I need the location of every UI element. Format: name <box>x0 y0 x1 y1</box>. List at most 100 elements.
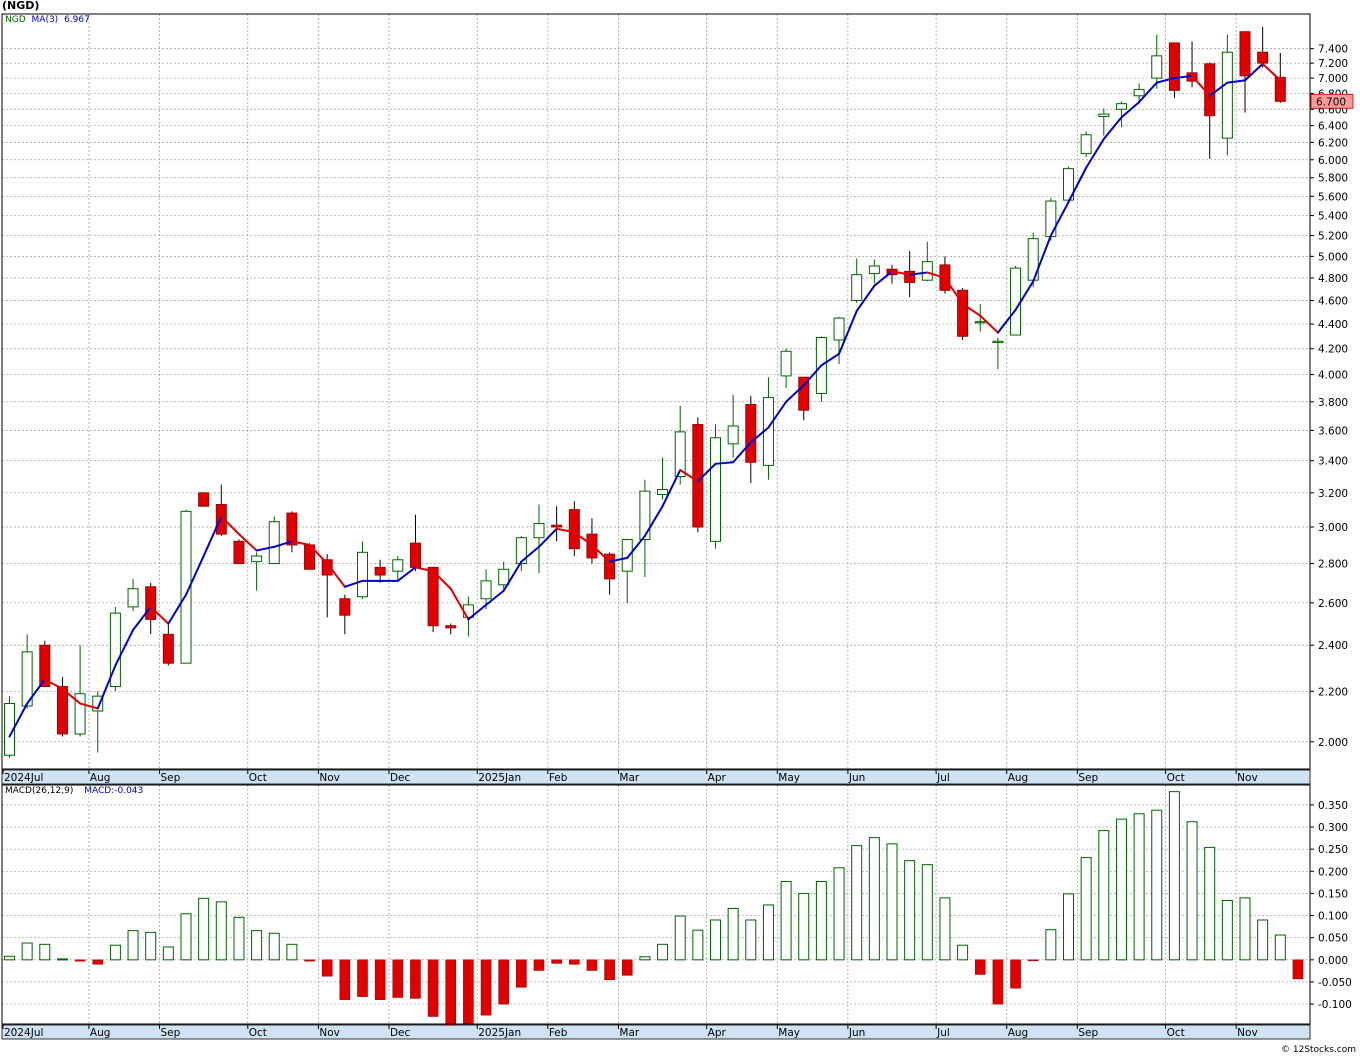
candle <box>215 484 227 536</box>
price-tick-label: 5.000 <box>1318 251 1348 263</box>
candle <box>833 316 845 365</box>
candle-body <box>1239 31 1251 77</box>
ma-segment <box>1261 62 1282 82</box>
candle-body <box>727 425 739 445</box>
macd-bar <box>180 913 192 961</box>
candle-body <box>780 350 792 377</box>
price-legend: NGD MA(3) 6.967 <box>5 15 90 25</box>
candle <box>74 645 86 737</box>
macd-bar <box>321 959 333 977</box>
date-label: Oct <box>249 1027 267 1039</box>
ma-segment <box>26 678 46 705</box>
date-label: Sep <box>1078 772 1098 784</box>
candle-body <box>992 340 1004 343</box>
ma-segment <box>820 352 841 367</box>
candle-body <box>1115 103 1127 110</box>
candle <box>939 256 951 294</box>
macd-bar <box>710 919 721 961</box>
date-axis-bottom: 2024Jul Aug Sep Oct Nov Dec 2025Jan Feb Mar Apr Ma… <box>1 1024 1311 1040</box>
candle <box>657 457 669 500</box>
date-label: Nov <box>1237 1027 1258 1039</box>
macd-bar <box>1239 897 1251 961</box>
price-tick-label: 4.600 <box>1318 296 1348 308</box>
candle <box>1204 62 1216 159</box>
macd-bar <box>339 959 351 1000</box>
date-label: Dec <box>390 1027 411 1039</box>
ma-segment <box>1155 77 1176 84</box>
candle-body <box>692 424 704 528</box>
ma-segment <box>608 556 629 563</box>
candle <box>392 556 404 581</box>
candle <box>286 511 298 553</box>
price-tick-label: 6.200 <box>1318 137 1348 149</box>
candle-body <box>74 693 86 735</box>
macd-bar <box>21 942 33 961</box>
macd-bar <box>762 904 774 961</box>
macd-bar <box>1115 818 1127 961</box>
candle <box>957 288 969 340</box>
candle <box>233 539 245 565</box>
macd-bar <box>498 959 510 1005</box>
price-tick-label: 3.200 <box>1318 488 1348 500</box>
macd-bar <box>427 959 439 1017</box>
date-label: Aug <box>1008 772 1029 784</box>
ma-segment <box>979 314 999 334</box>
ma-segment <box>1067 166 1088 204</box>
candle-body <box>233 540 245 565</box>
candle-body <box>974 321 986 324</box>
macd-bar <box>1257 919 1269 961</box>
candle <box>568 501 580 557</box>
macd-tick-label: 0.250 <box>1318 844 1348 856</box>
macd-bar <box>851 845 863 961</box>
price-tick-label: 7.400 <box>1318 44 1348 56</box>
price-tick-label: 2.400 <box>1318 640 1348 652</box>
date-label: Oct <box>249 772 267 784</box>
candle <box>374 559 386 583</box>
legend-macd-label: MACD(26,12,9) <box>5 786 74 796</box>
ma-segment <box>326 562 346 588</box>
candle-body <box>445 625 457 629</box>
macd-bar <box>251 930 263 961</box>
candle-body <box>604 553 616 580</box>
macd-bar <box>162 946 174 961</box>
macd-bar <box>410 959 421 999</box>
candle-body <box>710 437 721 542</box>
macd-bar <box>516 959 527 988</box>
legend-symbol: NGD <box>5 15 26 25</box>
date-label: Feb <box>549 772 568 784</box>
macd-bar <box>692 929 704 961</box>
macd-bar <box>480 959 492 1016</box>
macd-bar <box>1098 830 1110 961</box>
macd-bar <box>1133 813 1145 961</box>
candle-body <box>4 703 15 756</box>
candle-body <box>533 522 545 539</box>
ma-segment <box>1191 74 1211 97</box>
candle <box>1151 34 1163 89</box>
ma-segment <box>8 702 29 738</box>
candle <box>145 582 157 635</box>
candle-body <box>674 431 686 478</box>
date-label: Oct <box>1167 772 1185 784</box>
candle-body <box>1080 134 1092 155</box>
ma-segment <box>1085 137 1105 169</box>
candle <box>1221 34 1233 156</box>
candle-body <box>551 524 563 528</box>
candle <box>992 337 1004 370</box>
ma-segment <box>96 664 117 710</box>
ma-segment <box>714 461 735 465</box>
ma-segment <box>255 545 276 552</box>
price-tick-label: 6.400 <box>1318 121 1348 133</box>
ma-segment <box>679 469 699 483</box>
macd-bar <box>92 959 104 965</box>
macd-bar <box>445 959 457 1026</box>
macd-bar <box>286 943 298 961</box>
ma-segment <box>432 570 452 590</box>
macd-bar <box>1027 959 1039 962</box>
ma-segment <box>1032 234 1052 283</box>
candle <box>621 539 633 603</box>
candle <box>427 566 439 633</box>
candle <box>1257 26 1269 68</box>
site-credit: © 12Stocks.com <box>1281 1045 1356 1055</box>
date-label: Sep <box>161 772 181 784</box>
date-label: Feb <box>549 1027 568 1039</box>
